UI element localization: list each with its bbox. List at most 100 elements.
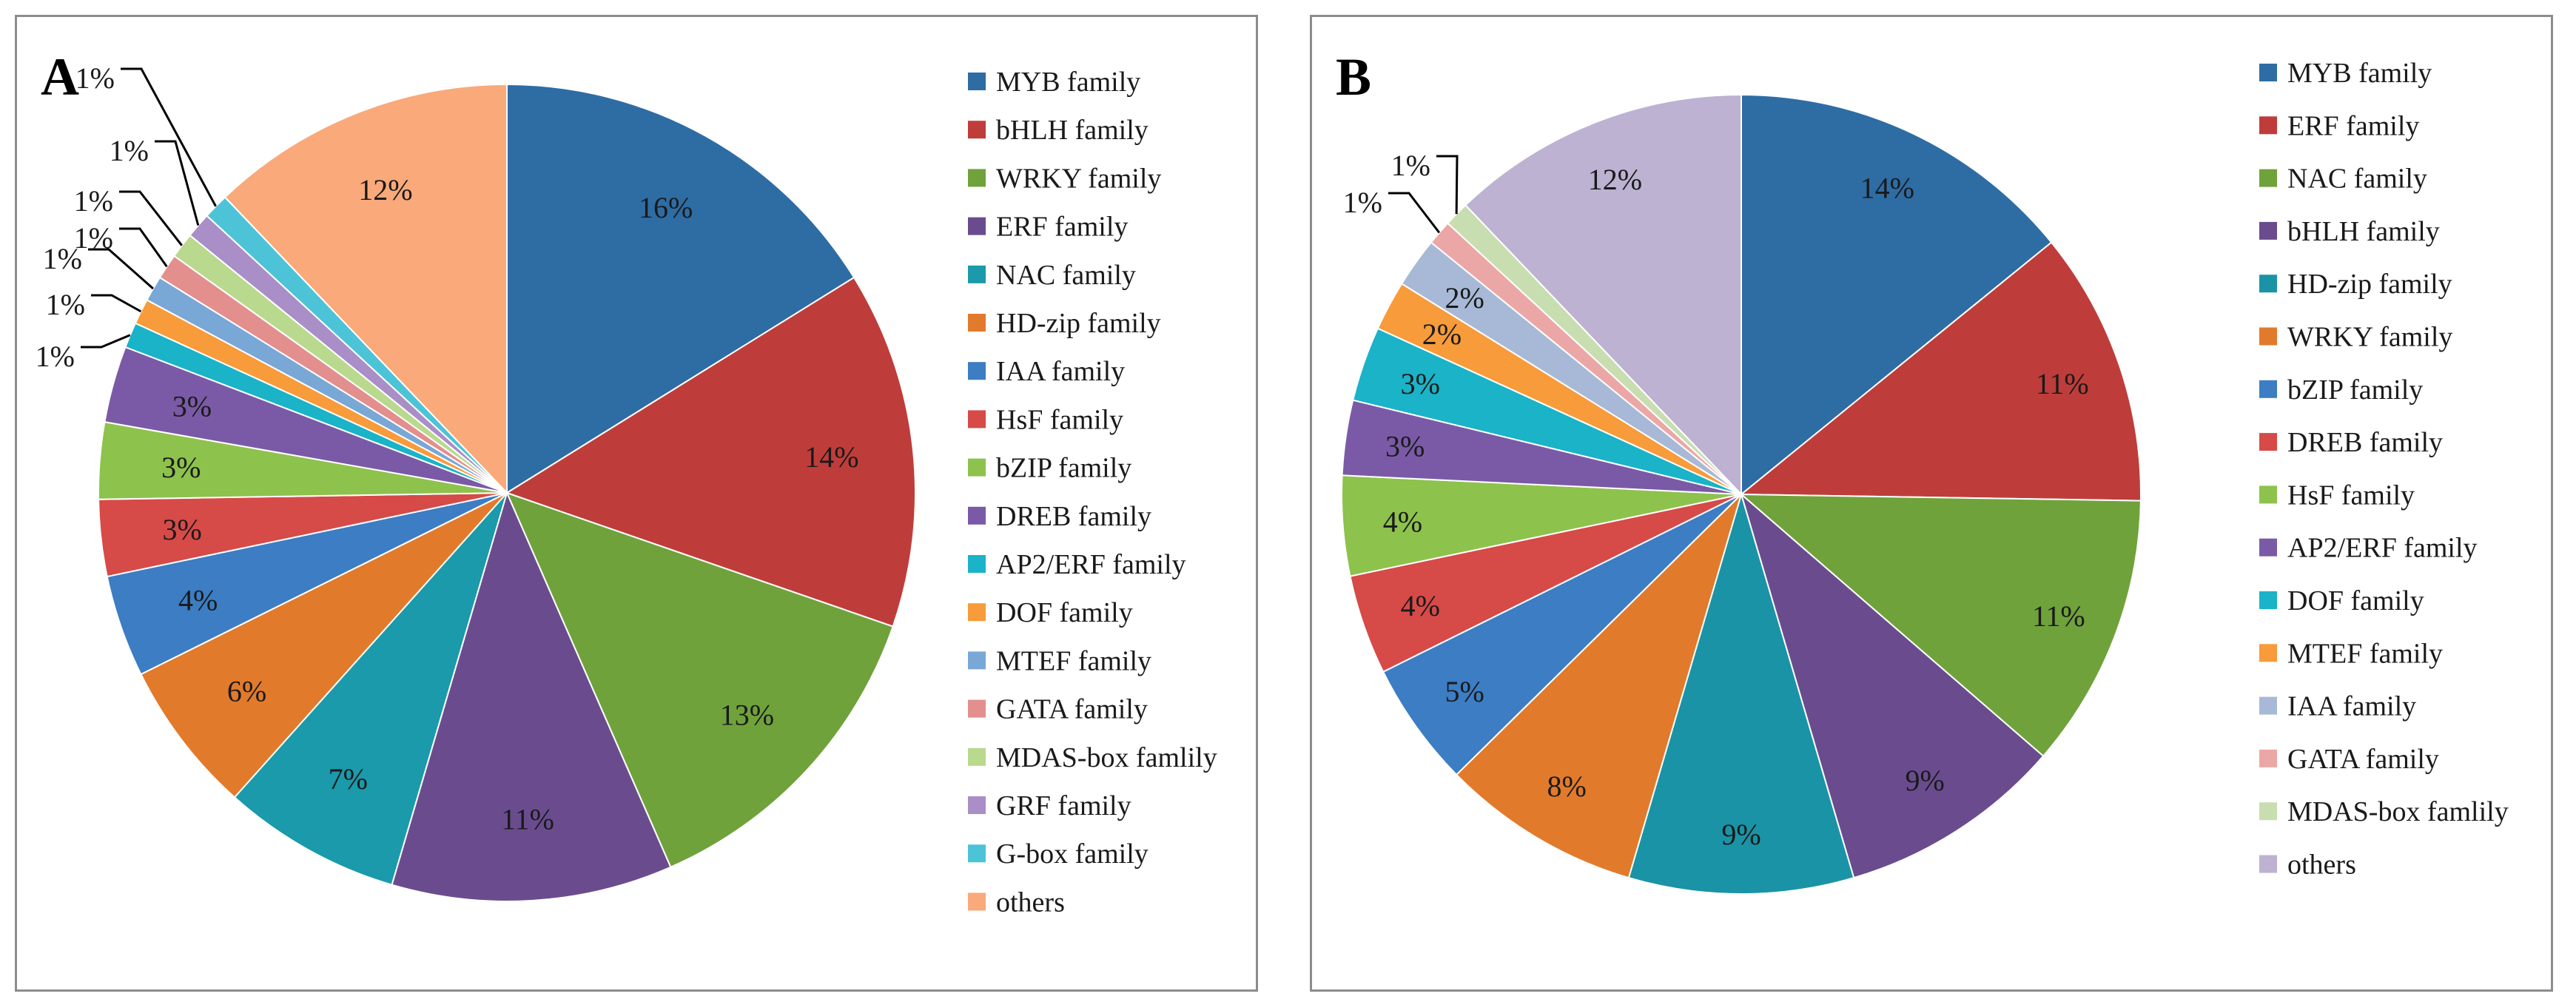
b-data-label: 11%	[2032, 599, 2085, 633]
b-slice-wrky-family	[1455, 491, 1743, 879]
b-legend-swatch	[2259, 802, 2277, 821]
b-legend-swatch	[2259, 221, 2277, 240]
b-data-label: 3%	[1385, 430, 1425, 463]
panel-label-a: A	[41, 47, 79, 107]
b-data-label: 2%	[1422, 317, 1462, 351]
a-data-label: 3%	[162, 513, 201, 546]
b-data-label: 9%	[1905, 764, 1944, 797]
a-legend-swatch	[968, 314, 986, 332]
a-legend-swatch	[968, 893, 986, 911]
a-legend-swatch	[968, 73, 986, 90]
b-legend-swatch	[2259, 327, 2277, 346]
a-data-label: 1%	[110, 134, 149, 167]
b-legend-swatch	[2259, 64, 2277, 81]
a-slice-myb-family	[506, 83, 855, 494]
b-legend-swatch	[2259, 485, 2277, 504]
b-legend-swatch	[2259, 749, 2277, 767]
a-leader-line	[119, 227, 168, 268]
b-data-label: 1%	[1343, 186, 1382, 219]
a-data-label: 6%	[227, 674, 266, 707]
a-legend-label: G-box family	[996, 838, 1149, 870]
a-slice-others	[223, 83, 508, 495]
b-data-label: 9%	[1721, 818, 1761, 851]
b-data-label: 4%	[1383, 505, 1422, 538]
a-legend-label: bHLH family	[996, 115, 1149, 146]
b-legend-label: bZIP family	[2287, 374, 2423, 406]
a-legend-label: HsF family	[996, 404, 1123, 435]
b-data-label: 14%	[1860, 172, 1914, 205]
b-slice-bzip-family	[1382, 494, 1742, 776]
a-data-label: 13%	[720, 699, 774, 732]
a-legend-swatch	[968, 603, 986, 622]
a-legend-swatch	[968, 217, 986, 235]
b-legend-label: DREB family	[2287, 427, 2443, 458]
b-data-label: 5%	[1445, 675, 1484, 708]
a-data-label: 11%	[501, 803, 554, 836]
a-data-label: 1%	[75, 61, 115, 95]
a-legend-swatch	[968, 651, 986, 670]
a-legend-label: WRKY family	[996, 163, 1161, 194]
a-legend-label: GATA family	[996, 694, 1148, 725]
b-data-label: 3%	[1401, 367, 1440, 400]
a-legend-swatch	[968, 265, 986, 283]
b-legend-swatch	[2259, 433, 2277, 451]
b-legend-swatch	[2259, 855, 2277, 873]
b-slice-erf-family	[1739, 241, 2142, 502]
a-legend-swatch	[968, 362, 986, 380]
b-legend-swatch	[2259, 696, 2277, 715]
b-legend-label: MTEF family	[2287, 638, 2443, 669]
a-legend-label: DOF family	[996, 597, 1133, 628]
a-data-label: 4%	[178, 583, 218, 616]
pie-chart-a: 16%14%13%11%7%6%4%3%3%3%1%1%1%1%1%1%1%12…	[36, 61, 1217, 918]
panel-b: 14% 11% 11% 9% 9% 8% 5% 4% 4% 3% 3% 2% 2% 1% 1% 12% MYB …	[1310, 15, 2553, 992]
a-legend-swatch	[968, 844, 986, 863]
b-leader-line	[1436, 155, 1459, 215]
a-legend-label: MTEF family	[996, 645, 1151, 676]
b-slice-bhlh-family	[1740, 492, 2045, 879]
b-data-label: 2%	[1445, 281, 1484, 315]
b-legend-label: AP2/ERF family	[2287, 533, 2478, 564]
a-legend-label: MYB family	[996, 67, 1140, 98]
a-data-label: 1%	[74, 221, 113, 255]
a-legend-swatch	[968, 699, 986, 718]
b-data-label: 8%	[1547, 770, 1587, 803]
a-data-label: 16%	[639, 191, 693, 224]
b-data-label: 11%	[2036, 367, 2089, 400]
b-data-label: 12%	[1588, 163, 1642, 196]
a-data-label: 3%	[161, 451, 201, 484]
a-slice-erf-family	[391, 491, 672, 902]
a-slice-bhlh-family	[505, 276, 916, 628]
b-slice-others	[1464, 93, 1742, 497]
a-legend-label: NAC family	[996, 260, 1136, 291]
a-data-label: 7%	[329, 762, 368, 796]
a-legend-label: IAA family	[996, 356, 1125, 387]
a-slice-nac-family	[233, 492, 508, 886]
a-data-label: 3%	[172, 389, 212, 423]
a-legend-swatch	[968, 121, 986, 139]
a-legend-swatch	[968, 796, 986, 814]
b-legend-label: NAC family	[2287, 164, 2427, 195]
b-slice-myb-family	[1741, 93, 2053, 497]
b-legend-label: MYB family	[2287, 58, 2432, 89]
a-data-label: 1%	[36, 340, 75, 373]
b-legend-label: DOF family	[2287, 585, 2424, 616]
b-legend-swatch	[2259, 591, 2277, 609]
pie-chart-b: 14% 11% 11% 9% 9% 8% 5% 4% 4% 3% 3% 2%2% 1% 1% 12% MYB …	[1341, 58, 2509, 895]
a-data-label: 12%	[358, 173, 412, 206]
b-leader-line	[1388, 192, 1441, 234]
b-legend-label: HsF family	[2287, 480, 2415, 511]
a-legend-label: others	[996, 887, 1065, 918]
a-leader-line	[81, 334, 131, 349]
b-legend-label: HD-zip family	[2287, 269, 2452, 300]
b-legend-swatch	[2259, 169, 2277, 187]
panel-label-b: B	[1336, 47, 1372, 107]
b-legend-label: others	[2287, 850, 2356, 881]
b-slice-nac-family	[1739, 493, 2142, 758]
b-legend-label: MDAS-box famlily	[2287, 796, 2509, 827]
b-legend-swatch	[2259, 275, 2277, 293]
b-slice-hd-zip-family	[1627, 491, 1855, 895]
panel-a: 16% 14% 13% 11% 7% 6% 4% 3% 3% 3% 1% 1% 1% 1% 1% 1% 1% 12…	[15, 15, 1258, 992]
a-legend-label: ERF family	[996, 212, 1128, 243]
a-leader-line	[119, 190, 183, 246]
a-legend-label: DREB family	[996, 501, 1151, 532]
